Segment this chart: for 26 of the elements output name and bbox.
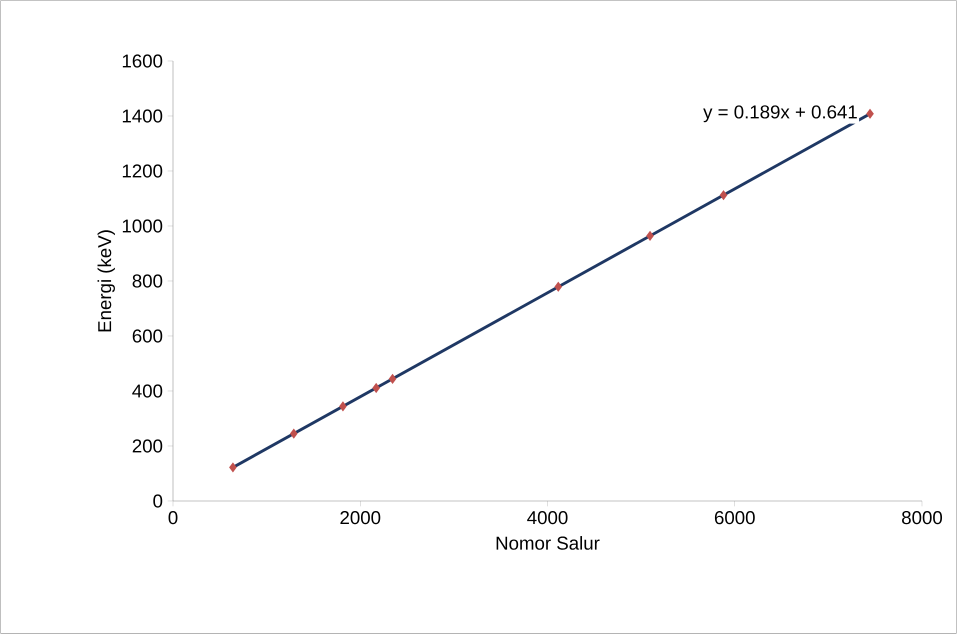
x-tick-label: 6000 (714, 511, 755, 524)
y-tick-label: 1600 (122, 54, 162, 68)
y-tick-label: 800 (132, 274, 162, 288)
point (290, 428, 298, 439)
point (554, 282, 562, 292)
x-tick-label: 0 (168, 511, 178, 524)
annotation: y = 0.189x + 0.641 (703, 105, 857, 122)
y-tick-label: 1200 (122, 164, 162, 178)
point (339, 401, 347, 412)
y-axis-title: Energi (keV) (98, 230, 115, 332)
y-tick-label: 400 (132, 384, 162, 398)
x-tick-label: 4000 (527, 511, 568, 524)
x-axis-title: Nomor Salur (496, 536, 600, 550)
x-tick-label: 2000 (340, 511, 380, 524)
y-tick-label: 200 (132, 439, 162, 453)
point (720, 190, 728, 200)
point (229, 462, 237, 472)
point (866, 108, 874, 119)
y-tick-label: 1000 (122, 219, 162, 233)
y-tick-label: 1400 (122, 109, 162, 123)
y-tick-label: 0 (153, 494, 162, 508)
point (388, 374, 396, 384)
point (646, 230, 654, 241)
x-tick-label: 8000 (902, 511, 942, 524)
point (372, 383, 380, 393)
y-tick-label: 600 (132, 329, 162, 343)
